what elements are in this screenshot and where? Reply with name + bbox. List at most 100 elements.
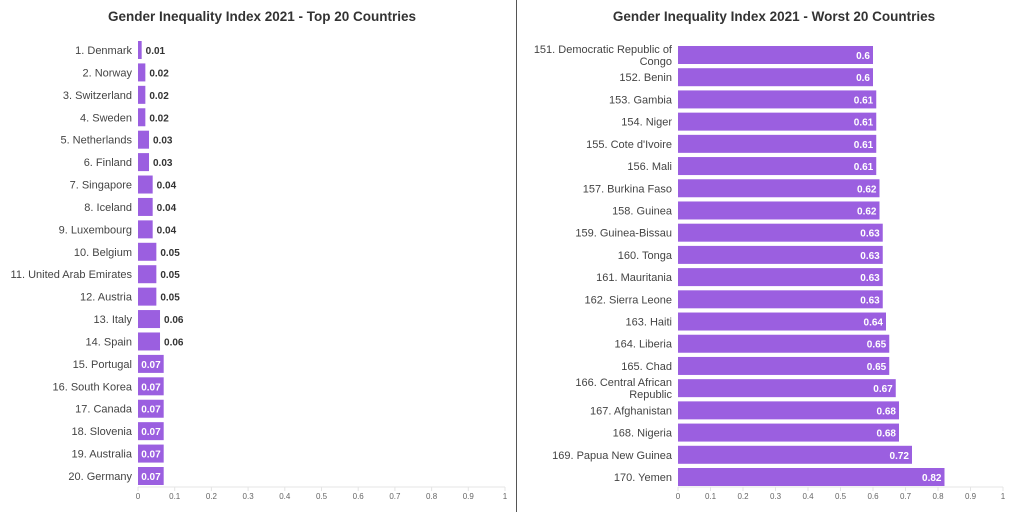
data-label: 0.05 [160, 293, 180, 304]
data-label: 0.07 [141, 405, 161, 416]
x-tick-label: 0.2 [737, 492, 749, 501]
category-label: 9. Luxembourg [59, 224, 132, 236]
category-label: 14. Spain [86, 336, 132, 348]
category-label: 162. Sierra Leone [585, 294, 672, 306]
category-label: 12. Austria [80, 292, 133, 304]
data-label: 0.61 [854, 118, 874, 129]
data-label: 0.63 [860, 273, 880, 284]
x-tick-label: 0 [136, 492, 141, 501]
chart-title: Gender Inequality Index 2021 - Worst 20 … [613, 9, 935, 24]
data-label: 0.07 [141, 427, 161, 438]
data-label: 0.01 [146, 46, 166, 57]
x-tick-label: 0.4 [802, 492, 814, 501]
category-label: 19. Australia [71, 449, 132, 461]
data-label: 0.02 [149, 113, 169, 124]
data-label: 0.65 [867, 340, 887, 351]
data-label: 0.04 [157, 181, 177, 192]
bar [138, 467, 164, 485]
x-tick-label: 0.9 [965, 492, 977, 501]
data-label: 0.61 [854, 140, 874, 151]
category-label: 168. Nigeria [613, 428, 673, 440]
category-label: 158. Guinea [612, 205, 673, 217]
data-label: 0.03 [153, 136, 173, 147]
category-label: 154. Niger [621, 117, 672, 129]
data-label: 0.6 [856, 51, 870, 62]
bar [678, 356, 890, 375]
bar [678, 290, 883, 309]
x-tick-label: 0.5 [316, 492, 328, 501]
data-label: 0.62 [857, 184, 877, 195]
category-label: 159. Guinea-Bissau [575, 228, 672, 240]
bar [678, 379, 896, 398]
bar [678, 179, 880, 198]
bar [138, 422, 164, 441]
bar [678, 134, 877, 153]
data-label: 0.07 [141, 472, 161, 483]
category-label: 2. Norway [82, 67, 132, 79]
data-label: 0.05 [160, 248, 180, 259]
data-label: 0.07 [141, 360, 161, 371]
x-tick-label: 0.2 [206, 492, 218, 501]
top-20-chart: Gender Inequality Index 2021 - Top 20 Co… [11, 9, 508, 501]
category-label: 170. Yemen [614, 472, 672, 484]
data-label: 0.62 [857, 206, 877, 217]
category-label: 151. Democratic Republic of Congo [534, 44, 673, 68]
data-label: 0.07 [141, 382, 161, 393]
data-label: 0.82 [922, 473, 942, 484]
x-tick-label: 0 [676, 492, 681, 501]
data-label: 0.67 [873, 384, 893, 395]
x-tick-label: 1 [1001, 492, 1006, 501]
bar [138, 108, 146, 127]
bar [138, 85, 146, 104]
data-label: 0.68 [877, 429, 897, 440]
x-tick-label: 0.1 [705, 492, 717, 501]
bar [138, 63, 146, 82]
bar [678, 245, 883, 264]
data-label: 0.65 [867, 362, 887, 373]
bar [138, 287, 157, 306]
worst-20-chart: Gender Inequality Index 2021 - Worst 20 … [534, 9, 1006, 501]
data-label: 0.63 [860, 251, 880, 262]
bar [678, 46, 873, 64]
data-label: 0.04 [157, 225, 177, 236]
data-label: 0.72 [890, 451, 910, 462]
bar [678, 112, 877, 131]
category-label: 166. Central African Republic [575, 377, 672, 401]
top-20-chart-panel: Gender Inequality Index 2021 - Top 20 Co… [11, 9, 508, 501]
data-label: 0.63 [860, 295, 880, 306]
x-tick-label: 0.3 [770, 492, 782, 501]
bar [138, 444, 164, 463]
bar [138, 197, 153, 216]
bar [678, 423, 899, 442]
category-label: 152. Benin [619, 72, 672, 84]
bar [678, 68, 873, 87]
data-label: 0.03 [153, 158, 173, 169]
category-label: 8. Iceland [84, 202, 132, 214]
bar [678, 201, 880, 220]
data-label: 0.6 [856, 73, 870, 84]
category-label: 13. Italy [93, 314, 132, 326]
bar [138, 377, 164, 396]
category-label: 17. Canada [75, 404, 133, 416]
category-label: 1. Denmark [75, 45, 132, 57]
bar [678, 223, 883, 242]
bar [138, 41, 142, 59]
x-tick-label: 0.7 [900, 492, 912, 501]
category-label: 15. Portugal [73, 359, 132, 371]
category-label: 153. Gambia [609, 94, 673, 106]
bar [678, 157, 877, 176]
bar [138, 175, 153, 194]
x-tick-label: 0.3 [243, 492, 255, 501]
bar [138, 354, 164, 373]
category-label: 3. Switzerland [63, 90, 132, 102]
category-label: 20. Germany [68, 471, 132, 483]
category-label: 6. Finland [84, 157, 132, 169]
data-label: 0.02 [149, 91, 169, 102]
x-tick-label: 1 [503, 492, 508, 501]
x-tick-label: 0.7 [389, 492, 401, 501]
category-label: 167. Afghanistan [590, 405, 672, 417]
data-label: 0.68 [877, 406, 897, 417]
data-label: 0.06 [164, 315, 184, 326]
category-label: 5. Netherlands [60, 135, 132, 147]
data-label: 0.06 [164, 337, 184, 348]
